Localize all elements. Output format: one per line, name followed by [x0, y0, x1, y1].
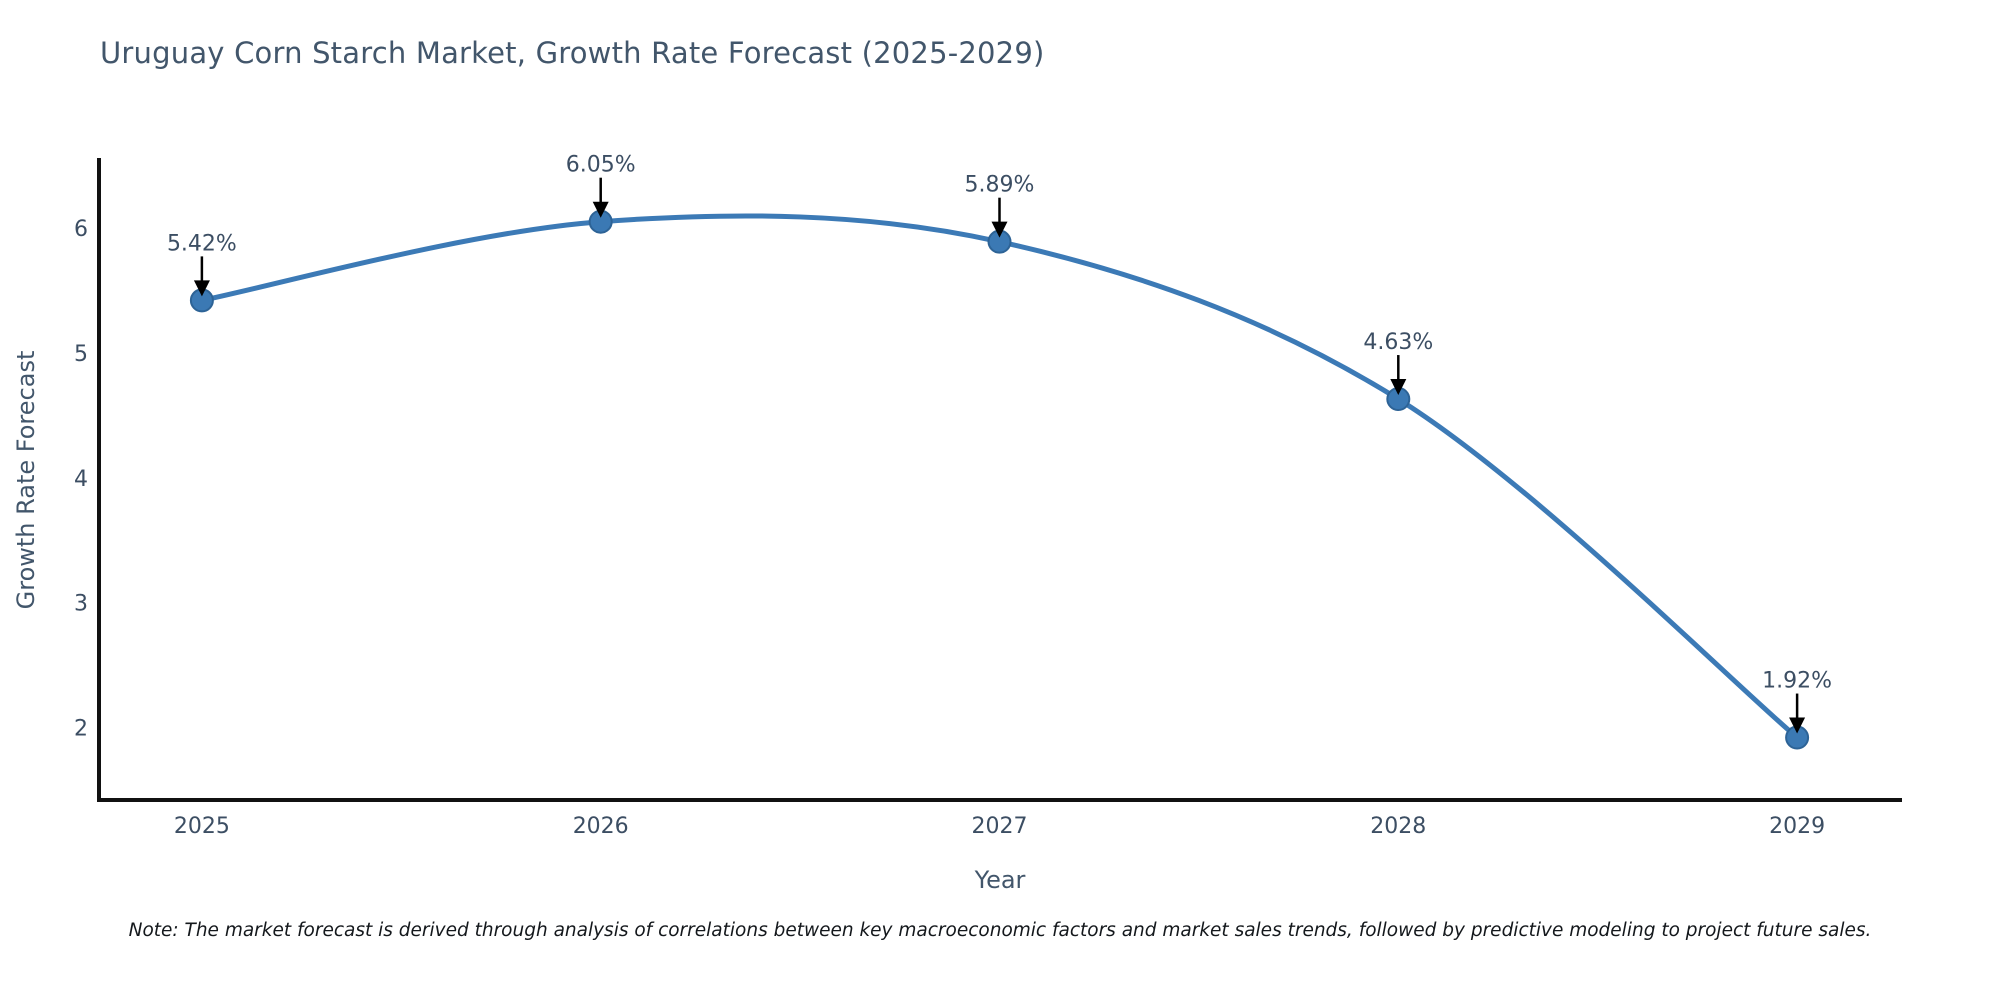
point-annotation: 4.63% — [1363, 330, 1433, 396]
data-point-label: 6.05% — [566, 153, 636, 178]
point-annotation: 5.89% — [965, 173, 1035, 238]
x-tick-label: 2026 — [573, 814, 629, 839]
chart-title: Uruguay Corn Starch Market, Growth Rate … — [100, 36, 1045, 70]
y-axis-title: Growth Rate Forecast — [12, 351, 40, 610]
data-point-label: 5.42% — [167, 231, 237, 256]
data-point-label: 4.63% — [1363, 330, 1433, 355]
y-tick-label: 2 — [74, 717, 88, 742]
x-tick-label: 2029 — [1769, 814, 1825, 839]
footnote: Note: The market forecast is derived thr… — [128, 920, 1872, 941]
series-layer — [189, 209, 1810, 750]
point-annotation: 1.92% — [1762, 669, 1832, 734]
annotation-arrow-head — [193, 280, 210, 297]
annotation-arrow-head — [991, 221, 1008, 238]
x-tick-label: 2027 — [972, 814, 1028, 839]
annotation-arrow-head — [1390, 379, 1407, 396]
series-line — [199, 213, 1800, 741]
x-tick-label: 2028 — [1370, 814, 1426, 839]
point-annotation: 6.05% — [566, 153, 636, 218]
annotation-layer: 5.42% 6.05% 5.89% 4.63% 1.92% — [167, 153, 1832, 734]
x-axis-title: Year — [974, 866, 1026, 894]
y-tick-label: 5 — [74, 342, 88, 367]
x-tick-label: 2025 — [174, 814, 230, 839]
annotation-arrow-head — [1789, 717, 1806, 734]
annotation-arrow-head — [592, 201, 609, 218]
data-point-label: 1.92% — [1762, 669, 1832, 694]
point-annotation: 5.42% — [167, 231, 237, 297]
y-tick-label: 6 — [74, 217, 88, 242]
tick-layer: 2025 2026 2027 2028 2029 2 3 4 5 6 — [74, 217, 1825, 839]
y-tick-label: 4 — [74, 467, 88, 492]
data-point-label: 5.89% — [965, 173, 1035, 198]
y-tick-label: 3 — [74, 592, 88, 617]
